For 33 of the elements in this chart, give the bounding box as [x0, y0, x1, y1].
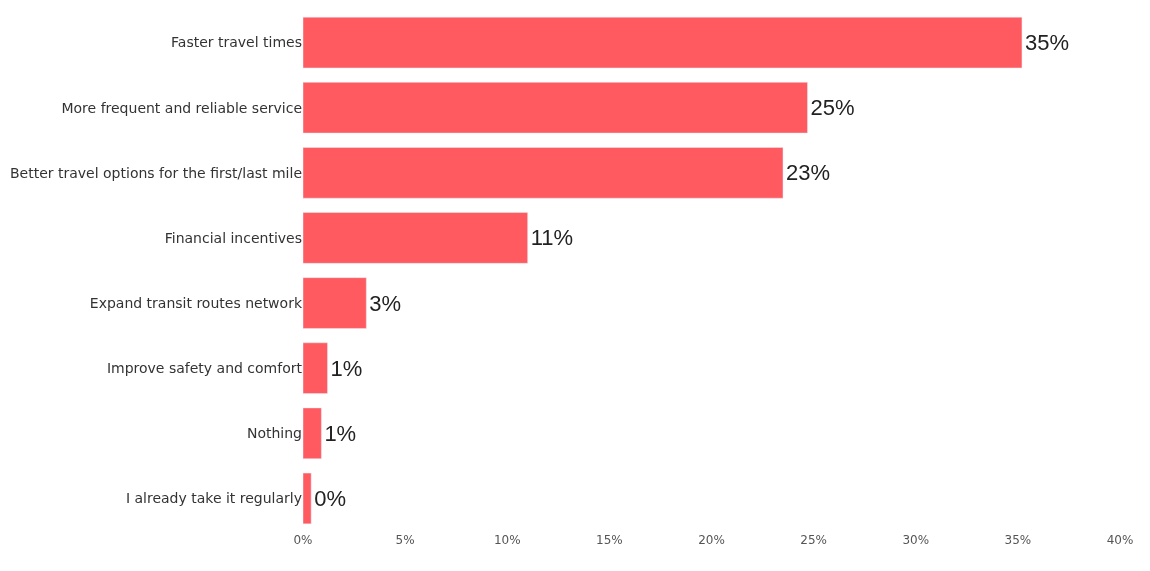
- data-label: 25%: [810, 95, 855, 121]
- x-tick-label: 15%: [596, 533, 623, 547]
- y-tick-label: Nothing: [246, 425, 302, 442]
- data-label: 3%: [369, 290, 402, 316]
- x-tick-label: 25%: [800, 533, 827, 547]
- x-tick-label: 40%: [1106, 533, 1134, 547]
- y-tick-label: More frequent and reliable service: [61, 99, 302, 116]
- x-tick-label: 30%: [902, 533, 930, 547]
- data-label: 35%: [1024, 30, 1070, 56]
- data-label: 1%: [324, 420, 357, 446]
- bar: [303, 342, 328, 394]
- x-tick-label: 20%: [698, 533, 725, 547]
- y-tick-label: Expand transit routes network: [89, 294, 303, 311]
- data-label: 1%: [330, 355, 363, 381]
- x-tick-label: 10%: [493, 533, 521, 547]
- bar: [303, 212, 528, 264]
- data-label: 0%: [314, 485, 346, 511]
- bar: [303, 472, 312, 525]
- bar: [303, 277, 367, 329]
- x-tick-label: 5%: [395, 533, 415, 547]
- y-tick-label: Faster travel times: [171, 34, 302, 51]
- x-tick-label: 35%: [1004, 533, 1032, 547]
- y-tick-label: Financial incentives: [164, 229, 302, 246]
- x-tick-label: 0%: [293, 533, 313, 547]
- bar: [303, 82, 808, 134]
- data-label: 23%: [785, 160, 831, 186]
- bar: [303, 16, 1023, 69]
- y-tick-label: Better travel options for the first/last mile: [9, 164, 302, 181]
- y-tick-label: Improve safety and comfort: [106, 360, 303, 377]
- bar: [303, 407, 322, 459]
- data-label: 11%: [530, 225, 574, 251]
- y-tick-label: I already take it regularly: [125, 490, 302, 507]
- bar: [303, 147, 784, 199]
